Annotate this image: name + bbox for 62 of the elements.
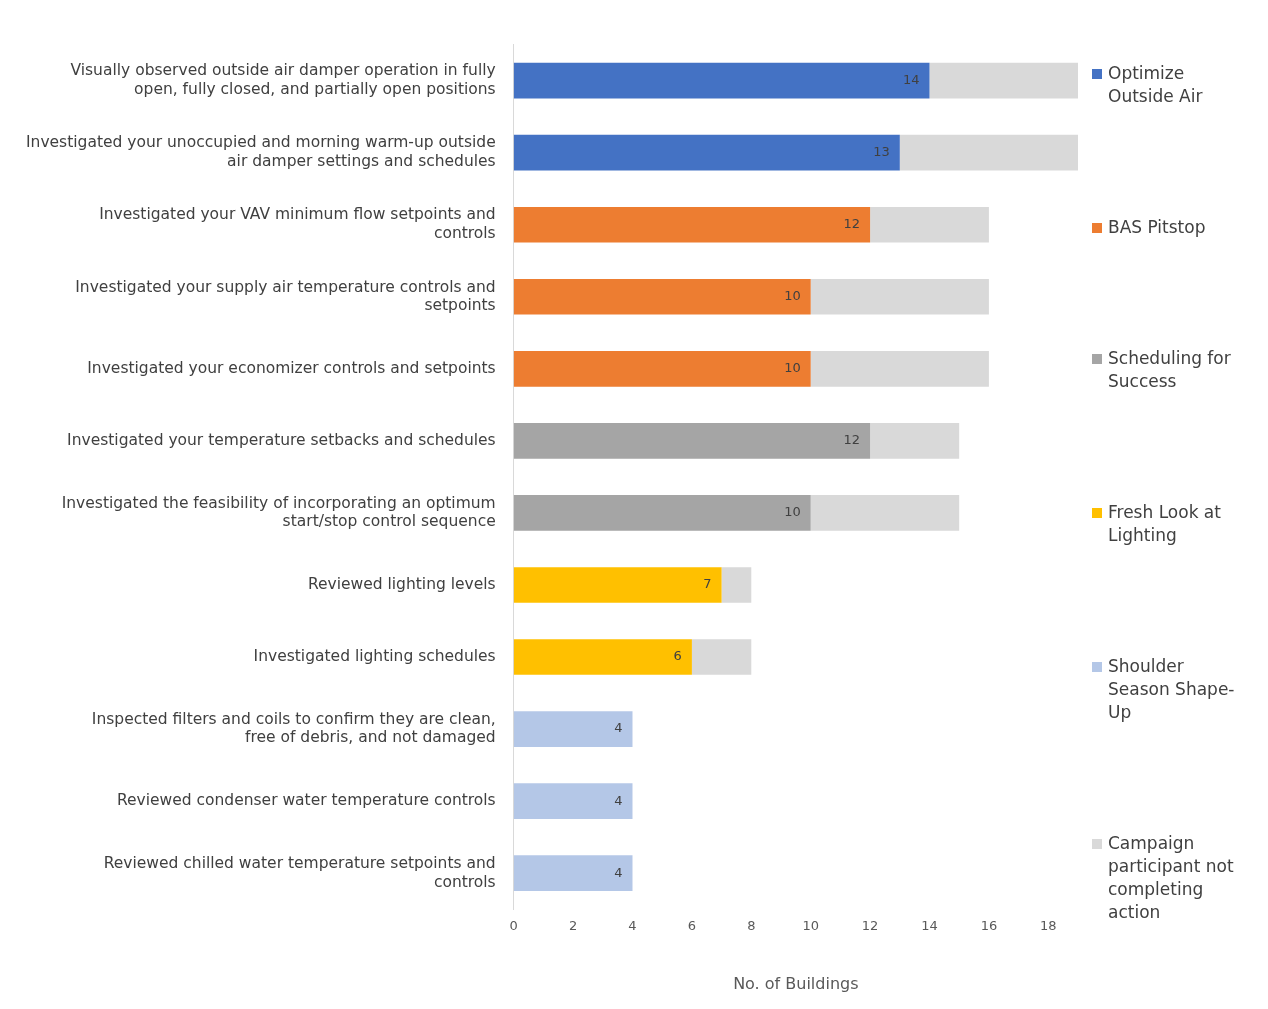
data-label: 10 [784, 360, 801, 376]
bar [870, 206, 989, 243]
bar [691, 639, 752, 675]
x-tick-label: 8 [747, 918, 756, 934]
y-tick-label: Reviewed chilled water temperature setpoints and controls [103, 853, 496, 891]
y-tick-label: Investigated lighting schedules [253, 647, 496, 666]
legend-label: Optimize Outside Air [1108, 62, 1204, 108]
x-tick-label: 10 [802, 918, 819, 934]
x-tick-label: 4 [628, 918, 637, 934]
x-tick-label: 16 [980, 918, 998, 934]
bar [513, 567, 722, 603]
data-label: 6 [673, 648, 682, 664]
x-tick-label: 14 [921, 918, 938, 934]
legend-label: BAS Pitstop [1108, 216, 1206, 239]
legend-label: Scheduling for Success [1108, 347, 1232, 393]
bar [870, 423, 960, 459]
bar [513, 134, 900, 171]
bar [810, 278, 989, 315]
y-tick-label: Investigated your unoccupied and morning warm-up outside air damper settings and schedules [25, 133, 496, 171]
x-tick-label: 12 [861, 918, 879, 934]
y-tick-label: Reviewed condenser water temperature controls [116, 791, 496, 810]
x-axis-title: No. of Buildings [733, 973, 859, 993]
bar [929, 62, 1078, 99]
y-tick-label: Investigated your VAV minimum flow setpoints and controls [99, 205, 496, 243]
legend-label: Fresh Look at Lighting [1108, 501, 1222, 547]
bar [513, 350, 811, 387]
y-tick-label: Visually observed outside air damper operation in fully open, fully closed, and partially open positions [70, 61, 496, 98]
bar [721, 567, 752, 603]
x-tick-label: 0 [509, 918, 518, 934]
bar [513, 783, 633, 819]
x-tick-label: 6 [687, 918, 697, 934]
legend-label: Shoulder Season Shape-Up [1108, 655, 1236, 724]
data-label: 10 [784, 504, 801, 520]
bar [513, 855, 633, 892]
data-label: 12 [843, 432, 861, 448]
x-tick-label: 18 [1040, 918, 1057, 934]
bar [513, 639, 692, 675]
bar [810, 350, 989, 387]
data-label: 4 [614, 792, 623, 808]
bar [899, 134, 1078, 171]
bar [513, 423, 871, 459]
bar [513, 206, 871, 243]
bar [513, 62, 930, 99]
x-tick-label: 2 [568, 918, 578, 934]
bar [513, 495, 811, 531]
bar [513, 711, 633, 747]
data-label: 12 [843, 216, 861, 232]
data-label: 14 [902, 72, 920, 87]
y-tick-label: Reviewed lighting levels [307, 575, 496, 594]
data-label: 7 [703, 576, 712, 592]
y-tick-label: Investigated your supply air temperature controls and setpoints [75, 277, 496, 315]
legend-label: Campaign participant not completing action [1108, 832, 1235, 924]
y-tick-label: Investigated your economizer controls and setpoints [87, 358, 496, 377]
y-tick-label: Investigated your temperature setbacks and schedules [67, 430, 496, 449]
data-label: 4 [614, 720, 623, 736]
data-label: 10 [784, 288, 801, 304]
data-label: 4 [614, 864, 623, 880]
data-label: 13 [873, 144, 890, 160]
bar [810, 495, 960, 531]
y-tick-label: Investigated the feasibility of incorporating an optimum start/stop control sequence [61, 493, 496, 531]
bar [513, 278, 811, 315]
y-tick-label: Inspected filters and coils to confirm they are clean, free of debris, and not damaged [91, 709, 496, 747]
